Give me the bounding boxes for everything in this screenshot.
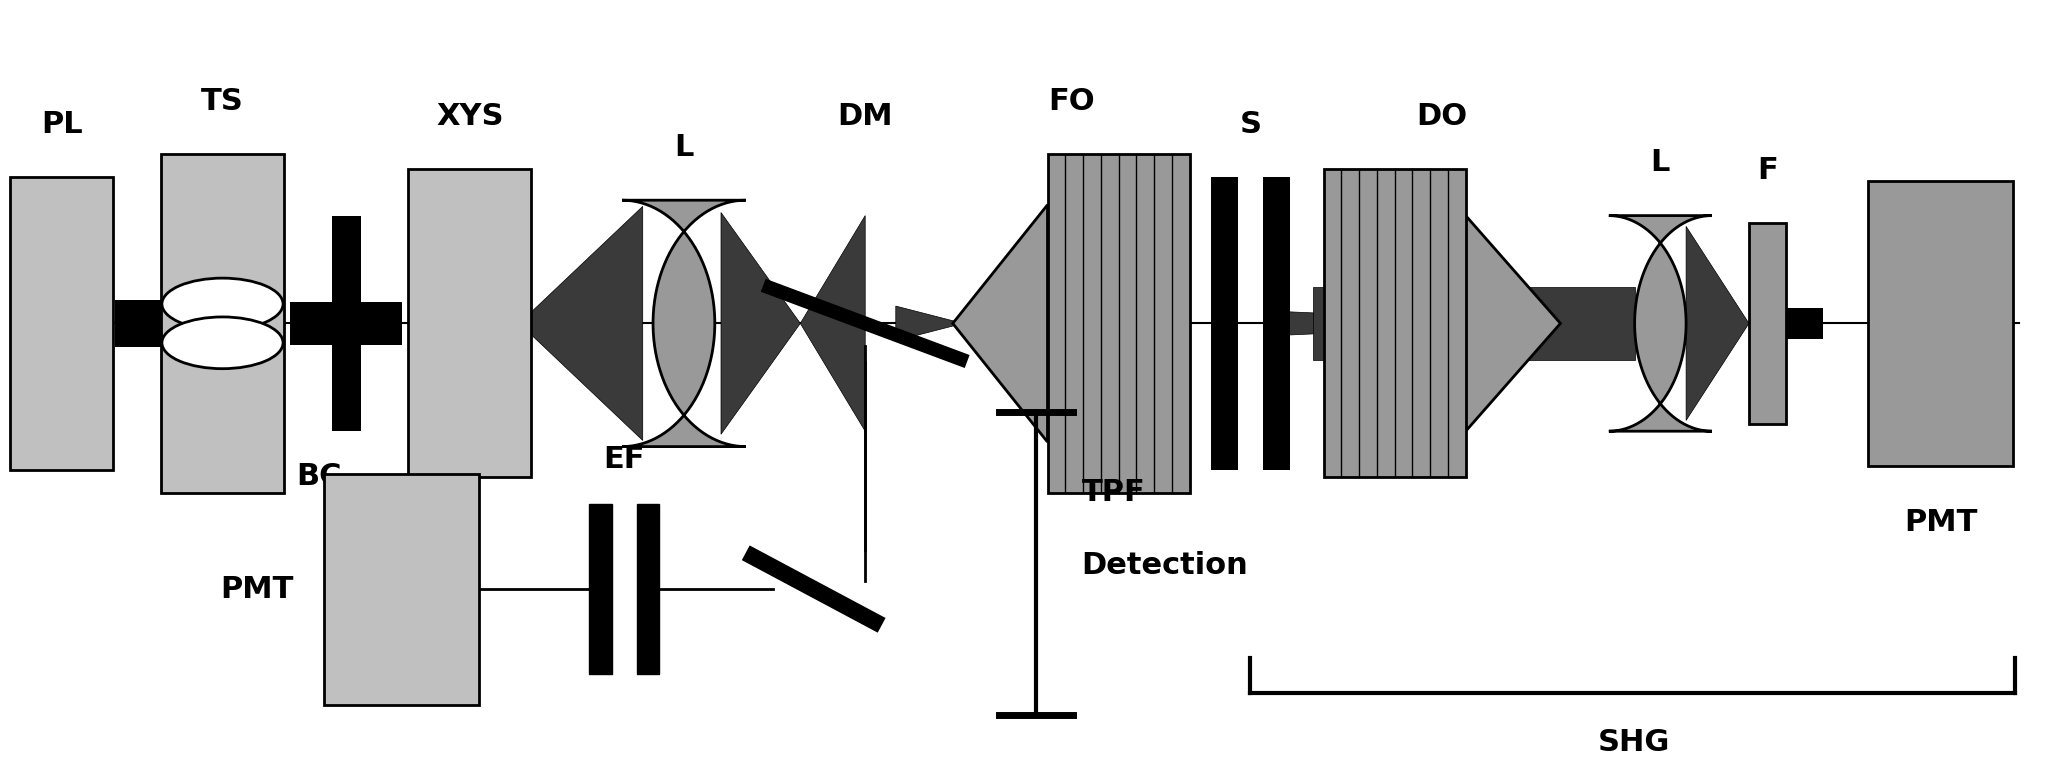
Polygon shape bbox=[721, 213, 799, 434]
Bar bbox=[1211, 177, 1238, 470]
Bar bbox=[589, 504, 612, 674]
Bar bbox=[1314, 287, 1636, 360]
Text: L: L bbox=[674, 132, 694, 162]
Bar bbox=[1868, 181, 2013, 466]
Ellipse shape bbox=[163, 317, 282, 369]
Bar bbox=[115, 300, 161, 346]
Polygon shape bbox=[896, 306, 964, 340]
Bar bbox=[10, 177, 113, 470]
Bar bbox=[1263, 177, 1290, 470]
Text: SHG: SHG bbox=[1596, 728, 1671, 757]
Text: F: F bbox=[1757, 156, 1778, 185]
Polygon shape bbox=[1685, 226, 1749, 420]
Text: PL: PL bbox=[41, 109, 82, 139]
Polygon shape bbox=[531, 206, 643, 440]
Polygon shape bbox=[1465, 216, 1559, 431]
Bar bbox=[1049, 154, 1191, 493]
Bar bbox=[637, 504, 659, 674]
Text: Detection: Detection bbox=[1082, 551, 1248, 581]
Polygon shape bbox=[1609, 216, 1712, 431]
Bar bbox=[360, 302, 402, 345]
Text: TPF: TPF bbox=[1082, 478, 1145, 507]
Bar bbox=[290, 302, 332, 345]
Bar bbox=[1786, 308, 1823, 339]
Bar bbox=[1749, 223, 1786, 424]
Text: PMT: PMT bbox=[220, 574, 293, 604]
Bar bbox=[1323, 169, 1467, 477]
Polygon shape bbox=[799, 216, 865, 431]
Text: XYS: XYS bbox=[437, 102, 503, 131]
Bar bbox=[408, 169, 531, 477]
Text: L: L bbox=[1650, 148, 1671, 177]
Polygon shape bbox=[622, 200, 746, 447]
Polygon shape bbox=[952, 205, 1049, 442]
Text: BC: BC bbox=[297, 462, 342, 491]
Bar bbox=[325, 474, 478, 705]
Text: DO: DO bbox=[1417, 102, 1467, 131]
Polygon shape bbox=[1290, 312, 1549, 335]
Text: EF: EF bbox=[604, 444, 645, 474]
Text: PMT: PMT bbox=[1903, 508, 1978, 537]
Text: TS: TS bbox=[202, 86, 243, 115]
Text: DM: DM bbox=[836, 102, 894, 131]
Text: S: S bbox=[1240, 109, 1261, 139]
Bar bbox=[161, 154, 284, 493]
Bar bbox=[332, 216, 360, 431]
Ellipse shape bbox=[163, 278, 282, 330]
Text: FO: FO bbox=[1049, 86, 1094, 115]
